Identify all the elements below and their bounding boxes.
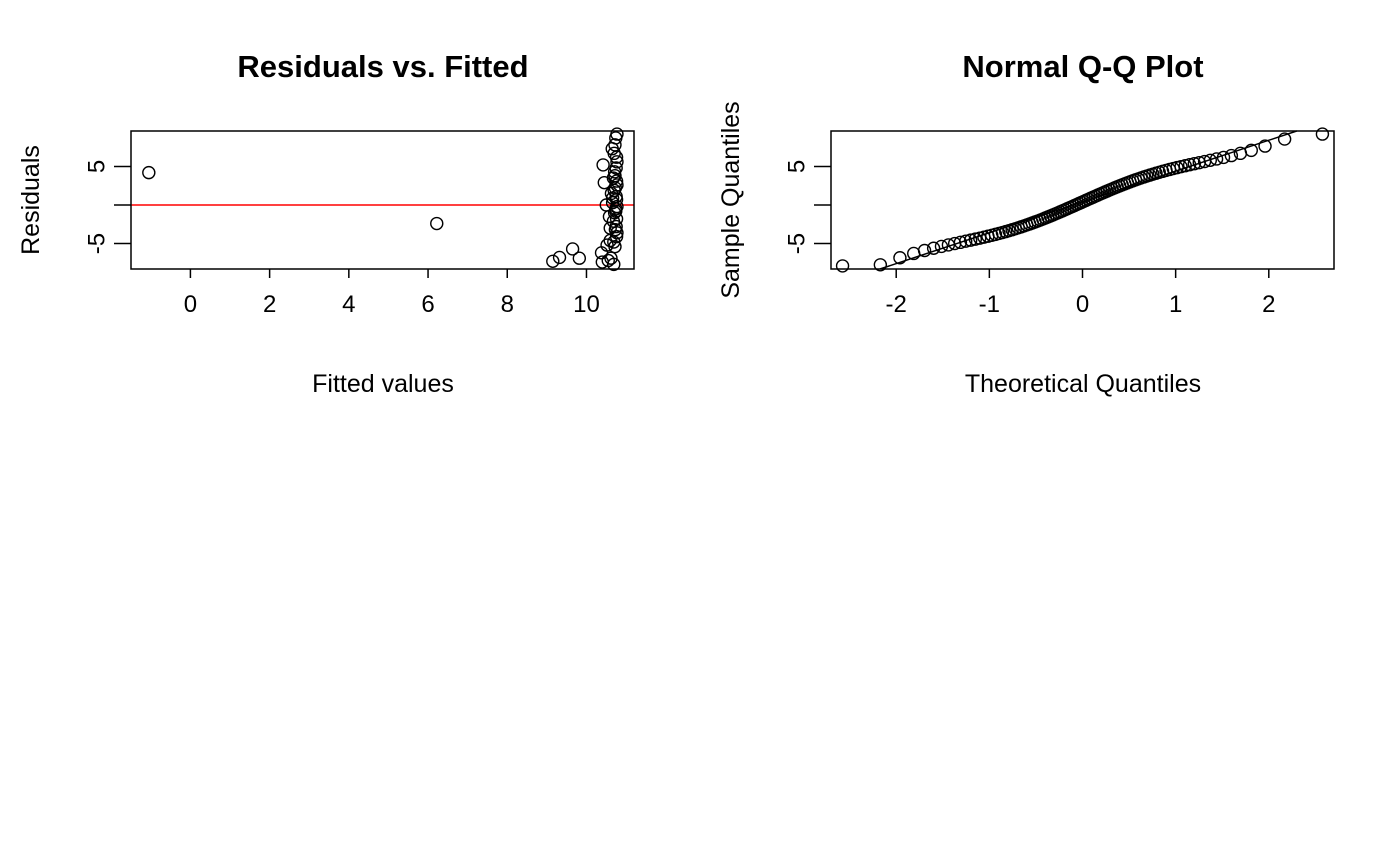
data-point (603, 221, 617, 235)
axis-ticks: 0 2 4 6 8 10 -5 5 (84, 160, 600, 318)
x-tick-label: 2 (263, 291, 276, 318)
data-point (1224, 148, 1239, 163)
data-point (1187, 157, 1202, 171)
data-point (1258, 139, 1272, 153)
x-axis-label: Fitted values (312, 370, 454, 398)
data-point (1203, 153, 1218, 168)
data-point (608, 138, 622, 152)
x-tick-label: 4 (342, 291, 355, 318)
x-tick-label: 0 (184, 291, 197, 318)
data-point (1209, 152, 1224, 166)
plot-frame (130, 130, 635, 270)
points-group (835, 127, 1330, 273)
data-point (572, 251, 587, 265)
data-point (609, 219, 623, 234)
y-axis-label: Residuals (17, 145, 45, 255)
data-point (934, 239, 949, 254)
x-tick-label: 10 (573, 291, 600, 318)
chart-title: Normal Q-Q Plot (962, 49, 1203, 84)
data-point (596, 158, 610, 172)
y-tick-label: 5 (84, 160, 111, 173)
chart-title: Residuals vs. Fitted (237, 49, 528, 84)
data-point (607, 146, 621, 161)
data-point (953, 235, 968, 250)
data-point (1244, 143, 1258, 158)
x-tick-label: 2 (1262, 291, 1275, 318)
data-point (607, 257, 621, 272)
points-group (142, 127, 624, 272)
data-point (1216, 150, 1231, 165)
data-point (605, 191, 620, 205)
x-tick-label: 6 (421, 291, 434, 318)
x-tick-label: -1 (979, 291, 1000, 318)
x-tick-label: 1 (1169, 291, 1182, 318)
data-point (893, 251, 907, 265)
data-point (552, 250, 567, 265)
data-point (610, 127, 624, 141)
x-tick-label: 8 (501, 291, 514, 318)
y-axis-label: Sample Quantiles (717, 101, 745, 298)
data-point (610, 155, 624, 169)
data-point (430, 216, 444, 231)
x-tick-label: -2 (886, 291, 907, 318)
data-point (926, 241, 941, 255)
data-point (565, 242, 580, 256)
data-point (610, 226, 624, 240)
x-axis-label: Theoretical Quantiles (965, 370, 1201, 398)
data-point (963, 233, 978, 247)
y-tick-label: 5 (784, 160, 811, 173)
residuals-vs-fitted-panel: Residuals vs. Fitted Fitted values Resid… (17, 49, 635, 398)
data-point (609, 204, 623, 218)
data-point (607, 183, 621, 198)
y-tick-label: -5 (84, 233, 111, 254)
data-point (607, 235, 621, 249)
x-tick-label: 0 (1076, 291, 1089, 318)
data-point (609, 174, 624, 188)
axis-ticks: -2 -1 0 1 2 -5 5 (784, 160, 1276, 318)
data-point (1277, 132, 1292, 146)
data-point (1315, 127, 1330, 141)
data-point (1182, 158, 1197, 172)
data-point (546, 254, 560, 268)
data-point (142, 165, 156, 180)
y-tick-label: -5 (784, 233, 811, 254)
plot-frame (830, 130, 1335, 270)
data-point (959, 234, 973, 248)
data-point (835, 259, 850, 273)
data-point (607, 165, 622, 179)
data-point (873, 258, 888, 272)
data-point (917, 243, 932, 258)
data-point (604, 251, 618, 265)
normal-qq-panel: Normal Q-Q Plot Theoretical Quantiles Sa… (717, 49, 1335, 398)
